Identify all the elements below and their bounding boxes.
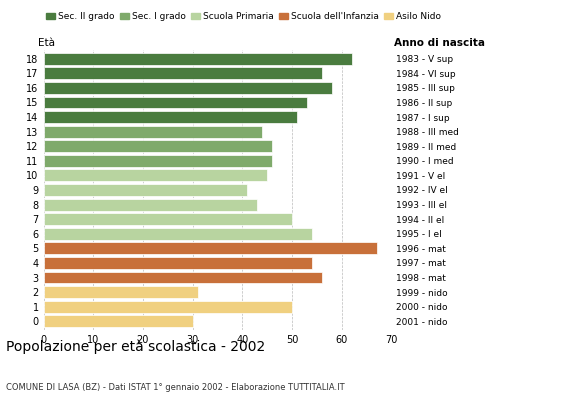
Legend: Sec. II grado, Sec. I grado, Scuola Primaria, Scuola dell'Infanzia, Asilo Nido: Sec. II grado, Sec. I grado, Scuola Prim…: [43, 8, 444, 25]
Text: Età: Età: [38, 38, 55, 48]
Bar: [44, 82, 332, 94]
Bar: [44, 242, 376, 254]
Bar: [44, 53, 351, 65]
Bar: [44, 140, 272, 152]
Bar: [44, 199, 258, 210]
Bar: [44, 272, 322, 284]
Bar: [44, 257, 312, 269]
Bar: [44, 301, 292, 313]
Bar: [44, 111, 297, 123]
Bar: [44, 213, 292, 225]
Bar: [44, 126, 262, 138]
Bar: [44, 96, 307, 108]
Bar: [44, 184, 247, 196]
Text: COMUNE DI LASA (BZ) - Dati ISTAT 1° gennaio 2002 - Elaborazione TUTTITALIA.IT: COMUNE DI LASA (BZ) - Dati ISTAT 1° genn…: [6, 383, 345, 392]
Bar: [44, 170, 267, 181]
Text: Anno di nascita: Anno di nascita: [394, 38, 485, 48]
Text: Popolazione per età scolastica - 2002: Popolazione per età scolastica - 2002: [6, 340, 265, 354]
Bar: [44, 155, 272, 167]
Bar: [44, 286, 198, 298]
Bar: [44, 67, 322, 79]
Bar: [44, 228, 312, 240]
Bar: [44, 315, 193, 327]
